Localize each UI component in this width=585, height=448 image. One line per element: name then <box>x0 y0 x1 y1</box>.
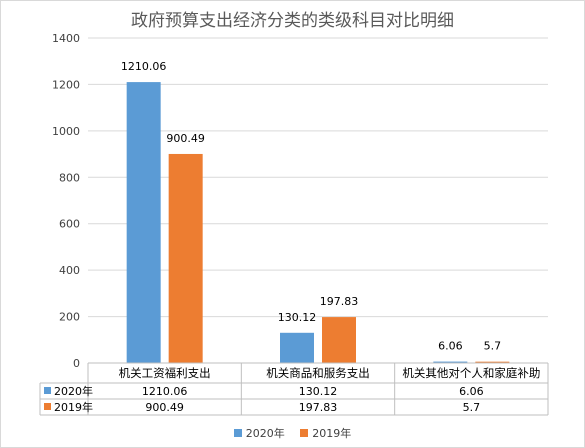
legend-label-2019: 2019年 <box>312 427 352 440</box>
legend-item-2020: 2020年 <box>233 425 285 441</box>
table-cell: 1210.06 <box>142 385 188 398</box>
x-category-label: 机关其他对个人和家庭补助 <box>402 366 540 380</box>
table-cell: 5.7 <box>463 401 481 414</box>
table-cell: 6.06 <box>459 385 484 398</box>
data-label: 6.06 <box>438 340 463 353</box>
bar <box>168 153 203 363</box>
chart-title: 政府预算支出经济分类的类级科目对比明细 <box>131 11 454 31</box>
y-tick-label: 200 <box>59 311 80 324</box>
y-tick-label: 1400 <box>52 32 80 45</box>
data-label: 197.83 <box>320 295 359 308</box>
table-cell: 197.83 <box>299 401 338 414</box>
y-tick-label: 0 <box>73 357 80 370</box>
table-series-name: 2020年 <box>54 384 93 398</box>
y-tick-label: 1200 <box>52 78 80 91</box>
bar <box>475 361 510 363</box>
x-category-label: 机关商品和服务支出 <box>266 366 370 380</box>
table-series-swatch <box>44 403 51 410</box>
table-cell: 130.12 <box>299 385 338 398</box>
data-label: 900.49 <box>166 132 205 145</box>
chart-legend: 2020年 2019年 <box>0 425 585 441</box>
data-label: 130.12 <box>278 311 317 324</box>
legend-item-2019: 2019年 <box>300 425 351 441</box>
bar <box>280 332 314 363</box>
legend-swatch-2020 <box>233 429 242 437</box>
y-tick-label: 1000 <box>52 125 80 138</box>
table-cell: 900.49 <box>145 401 184 414</box>
table-series-name: 2019年 <box>54 400 93 414</box>
y-tick-label: 600 <box>59 218 80 231</box>
legend-label-2020: 2020年 <box>245 427 285 440</box>
bar <box>322 317 356 363</box>
table-series-swatch <box>44 387 51 394</box>
y-tick-label: 800 <box>59 171 80 184</box>
x-category-label: 机关工资福利支出 <box>119 366 211 380</box>
y-tick-label: 400 <box>59 264 80 277</box>
data-label: 1210.06 <box>121 60 167 73</box>
bar <box>126 82 161 364</box>
bar <box>433 361 468 363</box>
data-label: 5.7 <box>484 340 502 353</box>
legend-swatch-2019 <box>300 429 309 437</box>
